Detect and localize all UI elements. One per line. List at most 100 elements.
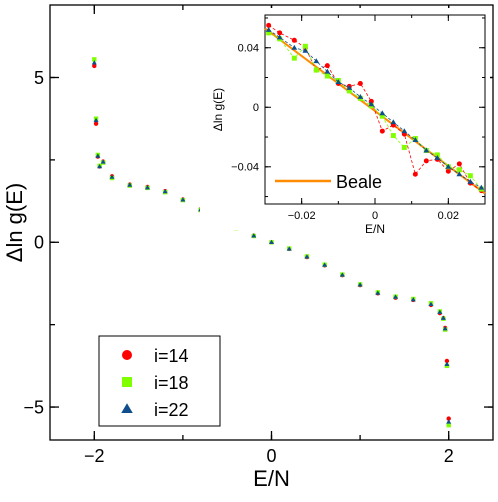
- data-point: [95, 153, 101, 158]
- data-point: [93, 117, 99, 123]
- y-tick-label: 0.04: [238, 43, 259, 55]
- legend-marker: [122, 377, 132, 387]
- data-point: [144, 185, 150, 190]
- data-point: [393, 294, 399, 299]
- data-point: [434, 154, 441, 160]
- data-point: [268, 239, 275, 245]
- data-point: [346, 85, 353, 90]
- data-point: [444, 358, 450, 364]
- inset-background: [200, 8, 490, 230]
- data-point: [304, 254, 310, 259]
- data-point: [434, 152, 440, 158]
- data-point: [375, 290, 381, 295]
- data-point: [291, 44, 298, 50]
- data-point: [401, 128, 408, 134]
- data-point: [412, 171, 418, 177]
- data-point: [390, 133, 396, 139]
- data-point: [93, 121, 99, 126]
- data-point: [456, 167, 462, 173]
- data-point: [423, 147, 430, 153]
- data-point: [442, 326, 448, 331]
- x-tick-label: 0.02: [438, 210, 459, 222]
- y-tick-label: −5: [23, 397, 44, 417]
- data-point: [368, 98, 374, 104]
- data-point: [339, 272, 345, 277]
- data-point: [346, 88, 352, 94]
- inset-legend: Beale: [270, 168, 388, 196]
- data-point: [444, 361, 450, 366]
- data-point: [357, 80, 363, 86]
- data-point: [467, 178, 474, 184]
- data-point: [180, 197, 186, 202]
- data-point: [368, 101, 375, 107]
- data-point: [265, 27, 272, 32]
- data-point: [277, 30, 283, 36]
- y-axis-label: Δln g(E): [211, 88, 225, 131]
- data-point: [313, 67, 319, 73]
- legend-box: [98, 335, 221, 427]
- data-point: [92, 63, 97, 69]
- data-point: [291, 55, 297, 61]
- data-point: [467, 173, 473, 179]
- data-point: [428, 301, 434, 306]
- y-tick-label: 0: [253, 102, 259, 114]
- data-point: [324, 63, 330, 69]
- series-line: [268, 32, 482, 190]
- y-tick-label: 5: [34, 68, 44, 88]
- data-point: [456, 161, 462, 167]
- data-point: [302, 43, 308, 49]
- x-axis-label: E/N: [365, 222, 385, 236]
- data-point: [446, 419, 452, 424]
- data-point: [440, 315, 446, 320]
- data-point: [162, 188, 168, 194]
- main-legend: i=14 i=18 i=22: [98, 335, 221, 427]
- data-point: [92, 57, 97, 62]
- x-tick-label: −2: [84, 446, 105, 466]
- data-point: [127, 182, 133, 187]
- data-point: [423, 158, 429, 164]
- data-point: [446, 416, 451, 421]
- inset-chart: −0.02 0 0.02 −0.04 0 0.04 E/N Δln g(E): [200, 8, 490, 236]
- y-tick-label: 0: [34, 233, 44, 253]
- data-point: [286, 246, 292, 251]
- x-tick-label: −0.02: [288, 210, 316, 222]
- data-point: [357, 282, 363, 287]
- data-point: [91, 60, 97, 65]
- data-point: [379, 110, 386, 116]
- data-point: [291, 37, 297, 43]
- data-point: [445, 163, 452, 169]
- data-point: [109, 174, 115, 179]
- legend-label: Beale: [336, 172, 382, 192]
- data-point: [266, 22, 272, 28]
- legend-marker: [122, 350, 132, 360]
- main-chart: −2 0 2 −5 0 5 E/N Δln g(E): [2, 4, 494, 491]
- data-point: [437, 309, 443, 314]
- data-point: [313, 58, 320, 64]
- x-tick-label: 0: [266, 446, 276, 466]
- data-point: [478, 184, 485, 190]
- y-axis-label: Δln g(E): [2, 183, 27, 263]
- data-point: [324, 73, 330, 79]
- legend-label: i=22: [154, 400, 189, 420]
- data-point: [322, 262, 328, 267]
- data-point: [390, 119, 397, 125]
- data-point: [445, 168, 451, 174]
- data-point: [379, 128, 385, 134]
- data-point: [335, 79, 342, 84]
- data-point: [401, 144, 407, 150]
- data-point: [276, 34, 283, 40]
- legend-marker: [121, 403, 133, 414]
- data-point: [100, 159, 106, 164]
- data-point: [456, 171, 463, 177]
- x-axis-label: E/N: [253, 466, 290, 491]
- data-point: [251, 233, 257, 238]
- data-point: [379, 113, 385, 119]
- data-point: [97, 163, 103, 169]
- legend-label: i=18: [154, 373, 189, 393]
- data-point: [266, 30, 272, 36]
- x-tick-label: 2: [444, 446, 454, 466]
- x-tick-label: 0: [372, 210, 378, 222]
- data-point: [357, 93, 364, 99]
- y-tick-label: −0.04: [231, 162, 259, 174]
